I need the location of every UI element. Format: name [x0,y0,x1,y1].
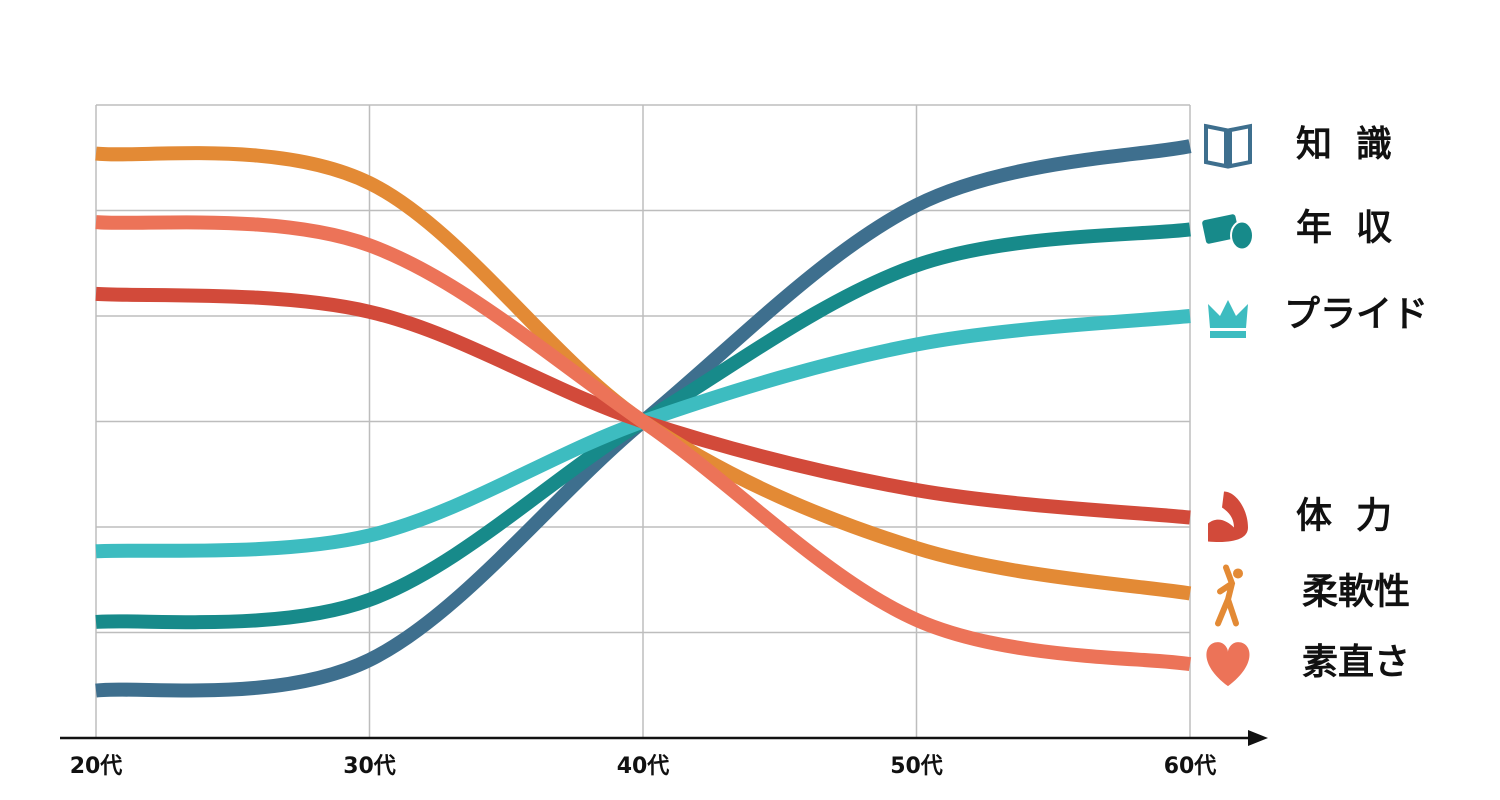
legend-label: 知識 [1296,124,1416,165]
legend-label: 素直さ [1302,642,1410,683]
x-tick-label: 60代 [1164,754,1217,779]
legend-icon [1215,564,1243,627]
line [95,215,1192,672]
plot [95,104,1192,739]
icon-heart [1206,642,1250,687]
icon-coins [1230,220,1254,251]
x-tick-label: 30代 [343,754,396,779]
legend-label: 柔軟性 [1302,571,1410,612]
icon-crown [1208,300,1248,338]
legend-icon [1208,491,1248,542]
icon-muscle [1208,491,1248,542]
x-tick-label: 20代 [70,754,123,779]
x-tick-label: 50代 [890,754,943,779]
legend-icon [1202,214,1254,251]
legend-icon [1206,642,1250,687]
legend-label: 体力 [1296,496,1416,537]
icon-stretch [1215,564,1239,627]
icon-head [1233,568,1243,579]
x-tick-label: 40代 [617,754,670,779]
legend-label: プライド [1284,294,1428,335]
legend-icon [1204,123,1252,169]
x-axis-arrow [1248,730,1268,746]
icon-book [1204,123,1252,169]
legend-label: 年収 [1296,207,1416,248]
legend-icon [1208,300,1248,338]
